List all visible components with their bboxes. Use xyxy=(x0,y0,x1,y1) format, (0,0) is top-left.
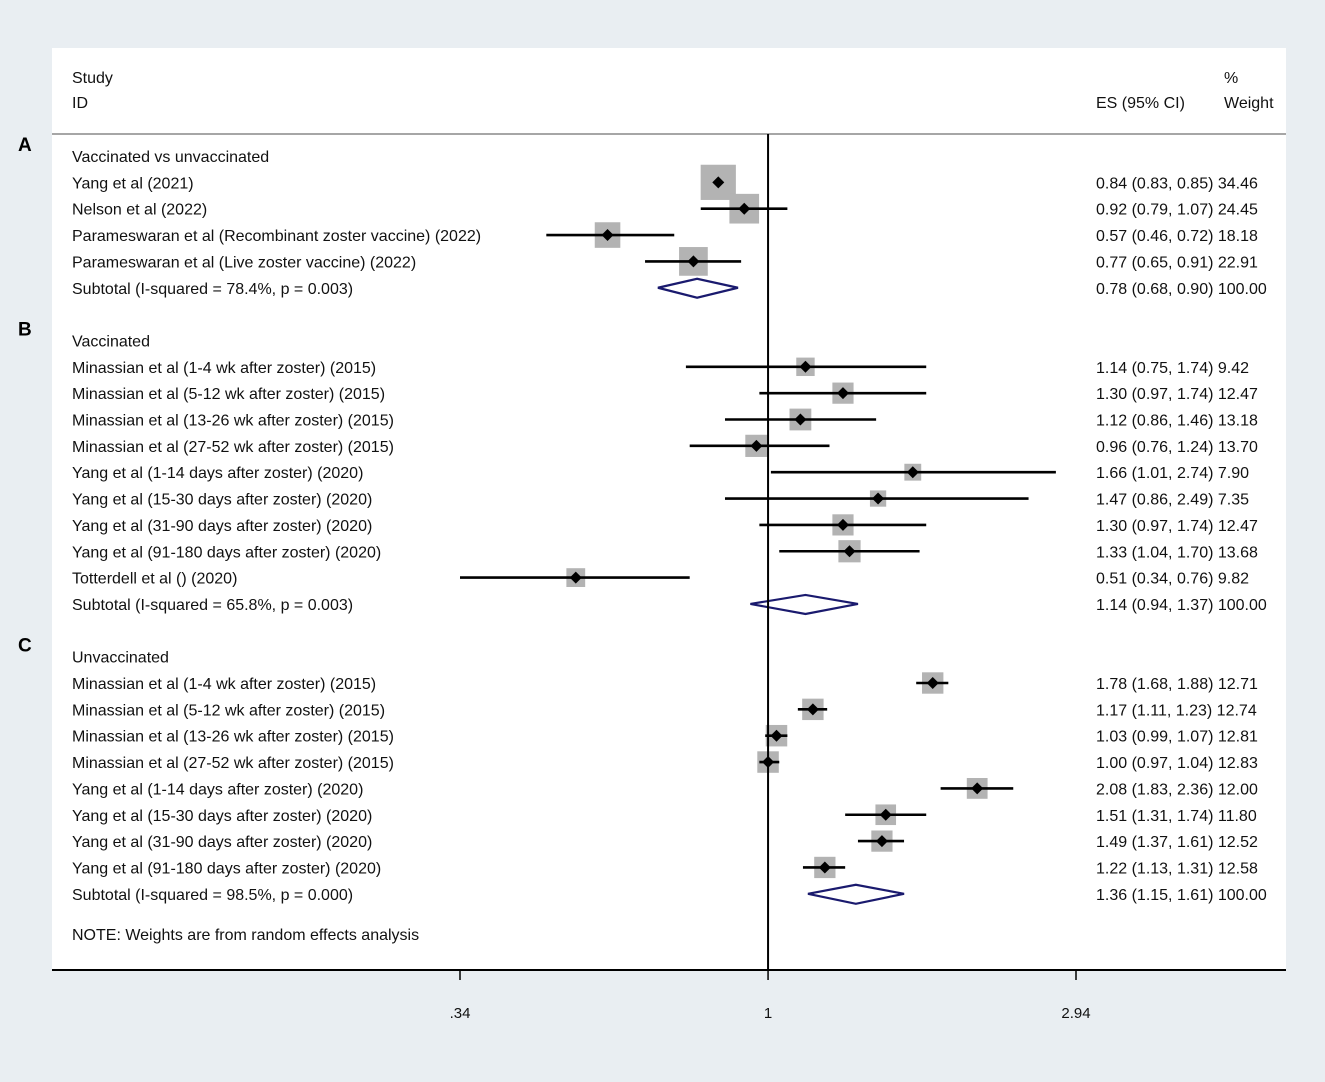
section-letter-c: C xyxy=(18,636,32,657)
section-title: Unvaccinated xyxy=(72,650,169,667)
point-estimate xyxy=(879,808,892,821)
study-estimate: 2.08 (1.83, 2.36) 12.00 xyxy=(1096,781,1258,798)
header-es: ES (95% CI) xyxy=(1096,95,1185,112)
point-estimate xyxy=(818,861,831,874)
subtotal-estimate: 1.14 (0.94, 1.37) 100.00 xyxy=(1096,597,1267,614)
subtotal-label: Subtotal (I-squared = 78.4%, p = 0.003) xyxy=(72,281,353,298)
study-estimate: 1.33 (1.04, 1.70) 13.68 xyxy=(1096,544,1258,561)
subtotal-diamond xyxy=(750,593,859,616)
point-estimate xyxy=(926,677,939,689)
point-estimate xyxy=(687,255,700,268)
study-estimate: 1.12 (0.86, 1.46) 13.18 xyxy=(1096,413,1258,430)
study-label: Totterdell et al () (2020) xyxy=(72,571,237,588)
point-estimate xyxy=(770,729,783,742)
point-estimate xyxy=(601,229,614,242)
x-tick-label: .34 xyxy=(450,1005,471,1022)
point-estimate xyxy=(836,387,849,400)
study-label: Minassian et al (27-52 wk after zoster) … xyxy=(72,439,394,456)
study-label: Yang et al (91-180 days after zoster) (2… xyxy=(72,860,381,877)
section-title: Vaccinated vs unvaccinated xyxy=(72,149,269,166)
study-estimate: 0.84 (0.83, 0.85) 34.46 xyxy=(1096,175,1258,192)
study-label: Yang et al (31-90 days after zoster) (20… xyxy=(72,518,372,535)
study-estimate: 1.51 (1.31, 1.74) 11.80 xyxy=(1096,808,1257,825)
study-estimate: 1.49 (1.37, 1.61) 12.52 xyxy=(1096,834,1258,851)
subtotal-label: Subtotal (I-squared = 98.5%, p = 0.000) xyxy=(72,887,353,904)
subtotal-diamond xyxy=(657,277,739,299)
point-estimate xyxy=(971,782,984,795)
study-estimate: 0.96 (0.76, 1.24) 13.70 xyxy=(1096,439,1258,456)
header-weight: Weight xyxy=(1224,95,1274,112)
footnote: NOTE: Weights are from random effects an… xyxy=(72,927,419,944)
point-estimate xyxy=(872,492,885,505)
study-estimate: 0.77 (0.65, 0.91) 22.91 xyxy=(1096,254,1258,271)
point-estimate xyxy=(738,202,751,215)
study-estimate: 1.30 (0.97, 1.74) 12.47 xyxy=(1096,518,1258,535)
plot-panel xyxy=(52,48,1286,970)
study-estimate: 1.17 (1.11, 1.23) 12.74 xyxy=(1096,702,1257,719)
x-tick-label: 2.94 xyxy=(1061,1005,1090,1022)
point-estimate xyxy=(750,439,763,452)
point-estimate xyxy=(836,518,849,531)
study-label: Yang et al (15-30 days after zoster) (20… xyxy=(72,808,372,825)
study-estimate: 1.78 (1.68, 1.88) 12.71 xyxy=(1096,676,1258,693)
study-label: Minassian et al (1-4 wk after zoster) (2… xyxy=(72,360,376,377)
study-label: Yang et al (1-14 days after zoster) (202… xyxy=(72,465,363,482)
study-estimate: 1.14 (0.75, 1.74) 9.42 xyxy=(1096,360,1249,377)
x-tick-label: 1 xyxy=(764,1005,772,1022)
study-label: Minassian et al (27-52 wk after zoster) … xyxy=(72,755,394,772)
study-label: Nelson et al (2022) xyxy=(72,202,207,219)
point-estimate xyxy=(806,703,819,716)
study-label: Minassian et al (1-4 wk after zoster) (2… xyxy=(72,676,376,693)
subtotal-label: Subtotal (I-squared = 65.8%, p = 0.003) xyxy=(72,597,353,614)
point-estimate xyxy=(875,835,888,848)
point-estimate xyxy=(794,413,807,426)
study-label: Parameswaran et al (Live zoster vaccine)… xyxy=(72,254,416,271)
axis-area xyxy=(0,970,1325,1082)
header-percent: % xyxy=(1224,70,1238,87)
study-label: Minassian et al (5-12 wk after zoster) (… xyxy=(72,702,385,719)
section-title: Vaccinated xyxy=(72,333,150,350)
study-estimate: 0.57 (0.46, 0.72) 18.18 xyxy=(1096,228,1258,245)
point-estimate xyxy=(906,466,919,479)
section-letter-a: A xyxy=(18,135,32,156)
study-label: Parameswaran et al (Recombinant zoster v… xyxy=(72,228,481,245)
study-label: Minassian et al (13-26 wk after zoster) … xyxy=(72,729,394,746)
point-estimate xyxy=(843,545,856,558)
study-label: Yang et al (2021) xyxy=(72,175,194,192)
study-estimate: 1.47 (0.86, 2.49) 7.35 xyxy=(1096,492,1249,509)
section-letter-b: B xyxy=(18,319,32,340)
subtotal-estimate: 0.78 (0.68, 0.90) 100.00 xyxy=(1096,281,1267,298)
point-estimate xyxy=(799,360,812,373)
study-estimate: 1.66 (1.01, 2.74) 7.90 xyxy=(1096,465,1249,482)
study-label: Yang et al (15-30 days after zoster) (20… xyxy=(72,492,372,509)
study-label: Yang et al (1-14 days after zoster) (202… xyxy=(72,781,363,798)
study-estimate: 0.92 (0.79, 1.07) 24.45 xyxy=(1096,202,1258,219)
point-estimate xyxy=(569,571,582,584)
study-label: Yang et al (91-180 days after zoster) (2… xyxy=(72,544,381,561)
point-estimate xyxy=(712,176,725,189)
study-estimate: 1.03 (0.99, 1.07) 12.81 xyxy=(1096,729,1258,746)
study-label: Yang et al (31-90 days after zoster) (20… xyxy=(72,834,372,851)
study-label: Minassian et al (13-26 wk after zoster) … xyxy=(72,413,394,430)
study-label: Minassian et al (5-12 wk after zoster) (… xyxy=(72,386,385,403)
study-estimate: 1.00 (0.97, 1.04) 12.83 xyxy=(1096,755,1258,772)
header-study: Study xyxy=(72,70,113,87)
header-id: ID xyxy=(72,95,88,112)
subtotal-estimate: 1.36 (1.15, 1.61) 100.00 xyxy=(1096,887,1267,904)
study-estimate: 0.51 (0.34, 0.76) 9.82 xyxy=(1096,571,1249,588)
study-estimate: 1.22 (1.13, 1.31) 12.58 xyxy=(1096,860,1258,877)
subtotal-diamond xyxy=(807,883,905,905)
study-estimate: 1.30 (0.97, 1.74) 12.47 xyxy=(1096,386,1258,403)
